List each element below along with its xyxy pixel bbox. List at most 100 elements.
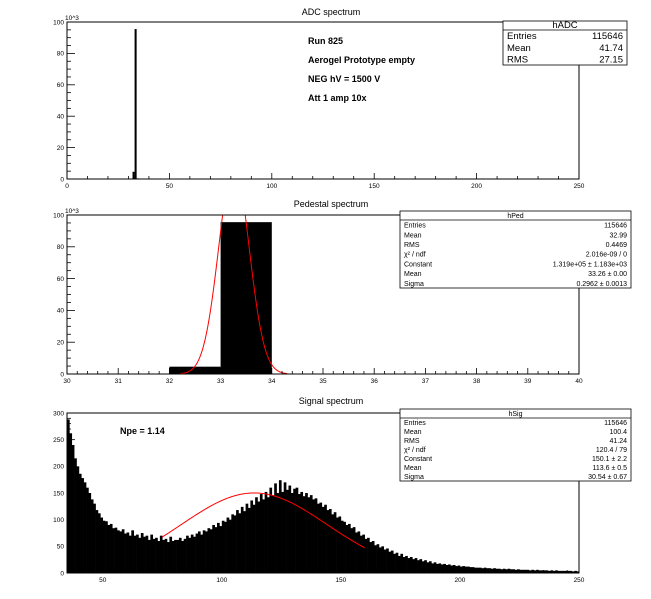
histogram-bar [183, 538, 187, 573]
histogram-bar [519, 569, 523, 573]
plot-annotation: NEG hV = 1500 V [308, 74, 380, 84]
histogram-bar [240, 506, 244, 573]
x-tick-label: 250 [574, 577, 585, 584]
histogram-bar [474, 567, 477, 573]
x-tick-label: 250 [574, 183, 585, 190]
histogram-bar [140, 533, 144, 573]
histogram-bar [488, 568, 492, 573]
y-tick-label: 80 [57, 51, 65, 58]
stats-value: 30.54 ± 0.67 [588, 474, 627, 481]
histogram-bar [305, 493, 308, 573]
histogram-bar [526, 569, 530, 573]
histogram-bar [288, 485, 292, 573]
histogram-bar [147, 539, 151, 573]
histogram-bar [555, 570, 558, 573]
histogram-bar [517, 569, 520, 573]
histogram-bar [533, 570, 537, 573]
histogram-bar [331, 514, 335, 573]
histogram-bar [309, 495, 313, 573]
histogram-bar [355, 532, 358, 573]
histogram-bar [443, 563, 446, 573]
histogram-bar [398, 555, 401, 573]
histogram-bar [421, 561, 425, 573]
histogram-bar [333, 512, 337, 573]
histogram-bar [131, 530, 134, 573]
stats-label: Sigma [404, 281, 424, 288]
histogram-bar [124, 533, 127, 573]
x-tick-label: 200 [455, 577, 466, 584]
y-tick-label: 0 [60, 371, 64, 378]
histogram-bar [228, 519, 232, 573]
histogram-bar [209, 529, 213, 573]
histogram-bar [297, 494, 301, 573]
x-tick-label: 50 [99, 577, 107, 584]
y-tick-label: 40 [57, 114, 65, 121]
histogram-bar [352, 527, 356, 573]
histogram-bar [86, 487, 89, 573]
histogram-bar [114, 527, 118, 573]
histogram-bar [567, 570, 570, 573]
histogram-bar [252, 504, 256, 573]
y-tick-label: 0 [60, 570, 64, 577]
histogram-bar [221, 520, 225, 573]
histogram-bar [250, 500, 254, 573]
stats-label: Mean [404, 232, 422, 239]
gaussian-fit-curve [161, 492, 365, 549]
histogram-bar [528, 570, 532, 573]
y-axis-exponent: 10^3 [65, 208, 79, 215]
histogram-bar [576, 571, 580, 573]
histogram-bar [386, 548, 389, 573]
histogram-bar [121, 529, 125, 573]
histogram-bar [486, 568, 489, 573]
panel-3: Signal spectrum 50 100 150 200 250 0 50 100 150 20… [53, 396, 632, 584]
histogram-bar [150, 534, 154, 573]
histogram-bar [471, 567, 475, 573]
stats-label: RMS [507, 54, 528, 65]
histogram-bar [483, 567, 487, 573]
histogram-bar [243, 511, 246, 573]
histogram-bar [283, 482, 287, 573]
histogram-bar [467, 566, 470, 573]
histogram-bar [247, 507, 251, 573]
stats-label: χ² / ndf [404, 447, 426, 454]
histogram-bar [107, 525, 111, 573]
stats-box-frame [399, 210, 632, 289]
histogram-bar [390, 550, 394, 573]
histogram-bar [317, 503, 320, 573]
histogram-bar [507, 568, 511, 573]
histogram-bar [102, 520, 106, 573]
histogram-bar [414, 558, 418, 573]
histogram-bar [433, 562, 437, 573]
histogram-bar [238, 513, 242, 573]
histogram-bar [157, 541, 161, 573]
stats-value: 115646 [592, 31, 623, 42]
stats-label: Constant [404, 456, 432, 463]
histogram-bar [364, 538, 368, 573]
histogram-bar [134, 29, 137, 179]
histogram-bar [133, 535, 137, 573]
histogram-bar [440, 564, 444, 573]
histogram-bar [262, 499, 265, 573]
histogram-bar [514, 569, 518, 573]
stats-value: 115646 [604, 420, 627, 427]
chart-title: ADC spectrum [302, 7, 361, 17]
histogram-bar [226, 517, 230, 573]
histogram-bar [81, 478, 84, 573]
histogram-bar [348, 523, 351, 573]
histogram-bar [128, 535, 132, 573]
histogram-bar [105, 521, 108, 573]
stats-label: RMS [404, 438, 420, 445]
y-tick-label: 300 [53, 410, 64, 417]
stats-box: hPed Entries 115646 Mean 32.99 RMS 0.4469 χ² / … [399, 210, 632, 289]
histogram-bar [412, 559, 415, 573]
histogram-bar [369, 542, 373, 573]
histogram-bar [302, 496, 306, 573]
histogram-bar [176, 539, 180, 573]
histogram-bar [67, 419, 70, 573]
y-tick-label: 200 [53, 464, 64, 471]
histogram-bar [402, 557, 406, 573]
histogram-bar [274, 483, 277, 573]
histogram-bar [493, 568, 496, 573]
plot-annotation: Aerogel Prototype empty [308, 55, 415, 65]
